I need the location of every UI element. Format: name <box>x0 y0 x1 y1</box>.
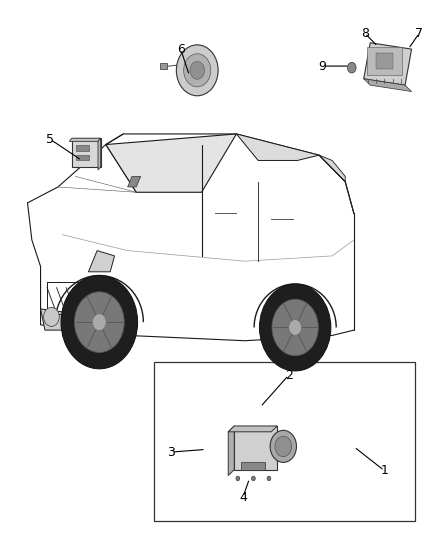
Text: 2: 2 <box>285 369 293 382</box>
Circle shape <box>270 430 297 463</box>
Polygon shape <box>98 138 101 170</box>
Bar <box>159 63 167 69</box>
Circle shape <box>74 292 124 352</box>
Bar <box>76 155 89 160</box>
Polygon shape <box>319 155 345 182</box>
Bar <box>241 462 265 470</box>
Circle shape <box>61 276 138 369</box>
Polygon shape <box>88 251 115 272</box>
Circle shape <box>92 314 106 330</box>
Circle shape <box>190 61 205 79</box>
Polygon shape <box>237 134 319 160</box>
Text: 6: 6 <box>177 43 185 55</box>
Circle shape <box>236 476 240 481</box>
Text: 7: 7 <box>415 27 423 39</box>
Circle shape <box>259 284 331 371</box>
Circle shape <box>267 476 271 481</box>
Polygon shape <box>228 426 234 475</box>
Polygon shape <box>41 309 119 330</box>
Bar <box>376 53 393 69</box>
Circle shape <box>275 436 292 457</box>
Circle shape <box>44 308 59 326</box>
Circle shape <box>347 62 356 73</box>
Text: 3: 3 <box>167 446 175 458</box>
FancyBboxPatch shape <box>72 138 101 167</box>
Circle shape <box>184 54 211 87</box>
Circle shape <box>251 476 255 481</box>
Polygon shape <box>106 134 237 192</box>
Text: 8: 8 <box>361 27 369 39</box>
Text: 1: 1 <box>381 464 389 477</box>
Circle shape <box>177 45 218 96</box>
Bar <box>76 146 89 151</box>
Bar <box>154 362 415 521</box>
Polygon shape <box>364 79 412 92</box>
Polygon shape <box>127 176 141 187</box>
Circle shape <box>289 320 302 335</box>
Bar <box>367 47 402 75</box>
Polygon shape <box>69 138 101 141</box>
Text: 4: 4 <box>239 491 247 504</box>
Polygon shape <box>234 426 277 470</box>
Text: 9: 9 <box>319 60 326 72</box>
Polygon shape <box>228 426 277 432</box>
Text: 5: 5 <box>46 133 54 146</box>
Polygon shape <box>364 43 412 85</box>
Circle shape <box>272 299 318 356</box>
